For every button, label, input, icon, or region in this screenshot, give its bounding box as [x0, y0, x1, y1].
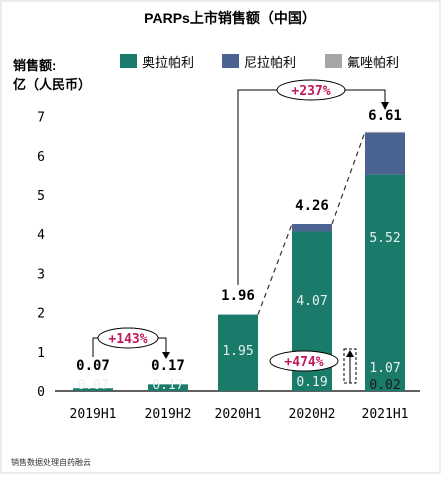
annotation-text: +237%	[291, 84, 330, 99]
annotations: +143% +237% +474%	[92, 79, 389, 384]
annotation-text: +474%	[284, 355, 323, 370]
y-tick-label: 0	[37, 385, 45, 400]
arrow-head	[346, 350, 354, 357]
legend-swatch	[120, 54, 137, 68]
y-tick-label: 7	[37, 111, 45, 126]
bar-segment	[148, 384, 188, 391]
y-axis-label-line1: 销售额:	[13, 58, 56, 73]
legend-swatch	[325, 54, 342, 68]
bar-total-label: 1.96	[221, 288, 255, 304]
annotation-oval	[97, 327, 159, 349]
legend-label: 尼拉帕利	[244, 55, 296, 70]
x-tick-label: 2019H1	[70, 407, 117, 422]
legend: 奥拉帕利 尼拉帕利 氟唑帕利	[120, 54, 399, 70]
bar-segment	[218, 314, 258, 391]
bar-segment	[365, 174, 405, 391]
x-axis: 2019H1 2019H2 2020H1 2020H2 2021H1	[70, 407, 409, 422]
y-axis-label-line2: 亿（人民币）	[13, 77, 91, 92]
connector-line	[257, 223, 293, 315]
x-tick-label: 2020H2	[289, 407, 336, 422]
bar-total-label: 0.17	[151, 358, 185, 374]
y-tick-label: 1	[37, 346, 45, 361]
y-tick-label: 6	[37, 150, 45, 165]
bar-value-label: 0.07	[77, 378, 108, 393]
y-tick-label: 3	[37, 267, 45, 282]
source-note: 销售数据处理自药融云	[11, 457, 91, 467]
y-axis: 0 1 2 3 4 5 6 7	[37, 111, 45, 400]
bar-value-label: 0.19	[296, 375, 327, 390]
connector-line	[331, 131, 366, 225]
annotation-oval	[276, 79, 346, 101]
arrow-head	[381, 102, 389, 110]
legend-label: 奥拉帕利	[142, 55, 194, 70]
x-tick-label: 2021H1	[362, 407, 409, 422]
y-tick-label: 5	[37, 189, 45, 204]
bar-value-label: 1.07	[369, 361, 400, 376]
connectors	[257, 131, 366, 315]
bar-segment	[292, 224, 332, 232]
bar-value-label: 0.17	[152, 378, 183, 393]
bar-total-label: 6.61	[368, 108, 402, 124]
x-tick-label: 2020H1	[215, 407, 262, 422]
chart-title: PARPs上市销售额（中国）	[144, 10, 316, 26]
bar-total-label: 4.26	[295, 198, 329, 214]
y-tick-label: 2	[37, 307, 45, 322]
annotation-text: +143%	[108, 332, 147, 347]
arrow-head	[162, 352, 170, 359]
legend-swatch	[222, 54, 239, 68]
x-tick-label: 2019H2	[145, 407, 192, 422]
bar-segment	[365, 131, 405, 133]
bar-value-label: 5.52	[369, 231, 400, 246]
bar-value-label: 4.07	[296, 294, 327, 309]
bar-value-label: 1.95	[222, 344, 253, 359]
bar-segment	[365, 132, 405, 175]
legend-label: 氟唑帕利	[347, 55, 399, 70]
bar-total-label: 0.07	[76, 358, 110, 374]
annotation-oval	[269, 350, 339, 372]
bar-segment	[73, 388, 113, 391]
y-tick-label: 4	[37, 228, 45, 243]
bar-value-label: 0.02	[369, 378, 400, 393]
